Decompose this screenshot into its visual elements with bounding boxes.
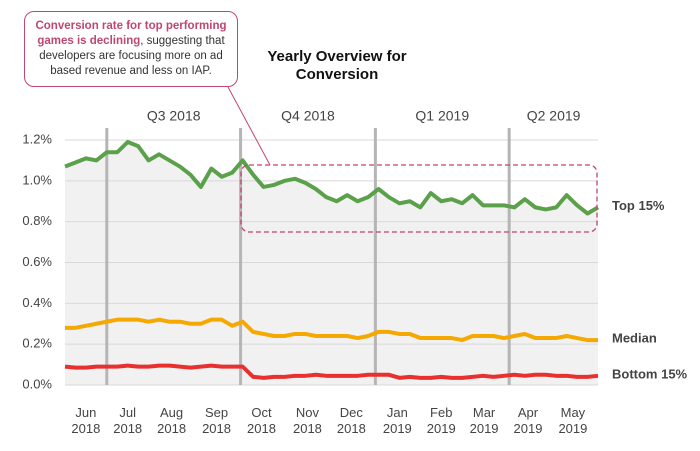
line: [64, 363, 599, 380]
y-tick-label: 1.0%: [22, 172, 52, 187]
series-label: Median: [612, 331, 657, 346]
x-tick-label: Nov 2018: [292, 405, 322, 436]
chart-title: Yearly Overview for Conversion: [267, 48, 407, 83]
x-tick-label: Feb 2019: [426, 405, 456, 436]
quarter-label: Q2 2019: [527, 108, 581, 124]
x-tick-label: Sep 2018: [202, 405, 231, 436]
line: [64, 140, 600, 216]
y-tick-label: 0.0%: [22, 376, 52, 391]
annotation: Conversion rate for top performing games…: [24, 11, 238, 87]
annotation-highlight: Conversion rate for top performing games…: [35, 20, 227, 47]
x-tick-label: Jul 2018: [113, 405, 143, 436]
x-tick-label: May 2019: [558, 405, 588, 436]
y-tick-label: 1.2%: [22, 131, 52, 146]
x-tick-label: Jun 2018: [71, 405, 101, 436]
plot-background: [65, 142, 598, 385]
quarter-label: Q3 2018: [147, 108, 201, 124]
line: [65, 317, 598, 343]
quarter-label: Q4 2018: [281, 108, 335, 124]
x-tick-label: Mar 2019: [469, 405, 499, 436]
y-tick-label: 0.4%: [22, 295, 52, 310]
highlight-box: [240, 164, 598, 233]
x-tick-label: Apr 2019: [513, 405, 543, 436]
y-tick-label: 0.2%: [22, 336, 52, 351]
area: [65, 142, 598, 385]
y-tick-label: 0.6%: [22, 254, 52, 269]
pointer-line: [227, 86, 271, 166]
x-tick-label: Dec 2018: [336, 405, 366, 436]
quarter-label: Q1 2019: [415, 108, 469, 124]
series-label: Bottom 15%: [612, 366, 688, 381]
annotation-text: , suggesting that developers are focusin…: [39, 35, 225, 77]
x-tick-label: Oct 2018: [247, 405, 276, 436]
series-label: Top 15%: [612, 198, 665, 213]
x-tick-label: Jan 2019: [382, 405, 412, 436]
y-tick-label: 0.8%: [22, 213, 52, 228]
x-tick-label: Aug 2018: [157, 405, 187, 436]
